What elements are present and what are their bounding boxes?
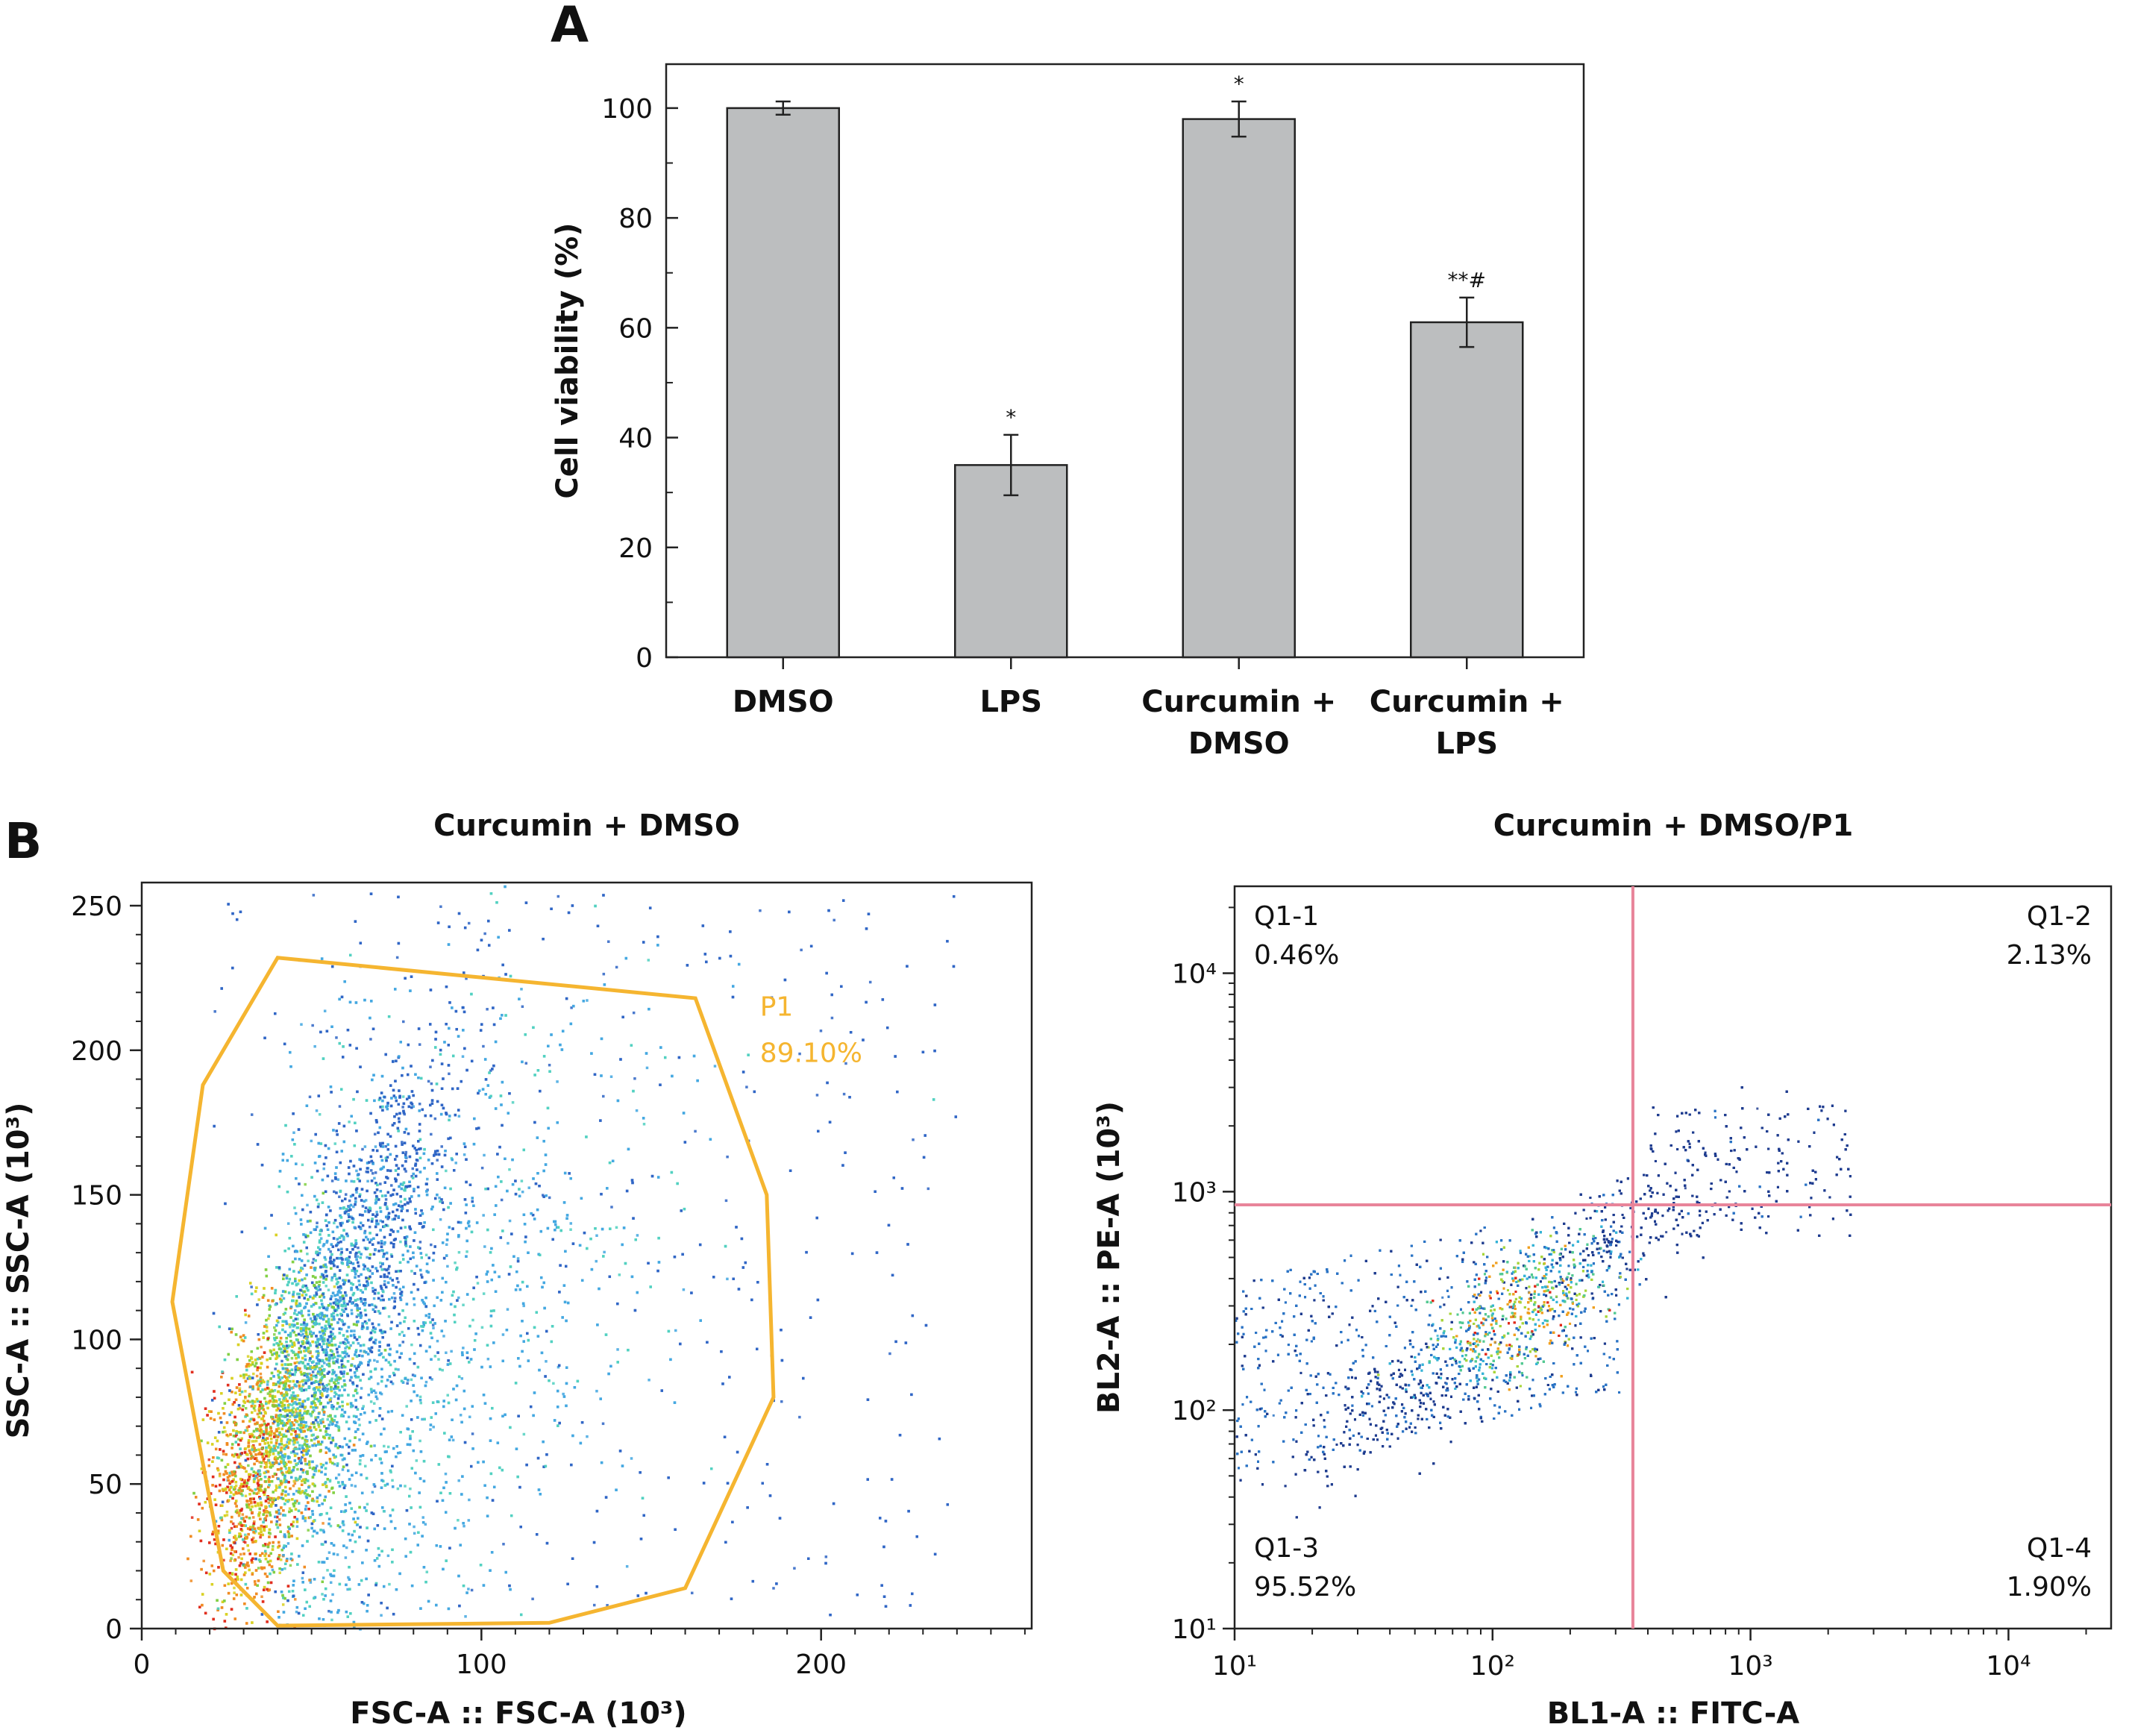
plot-title: Curcumin + DMSO/P1 [1493,809,1854,843]
y-tick-label: 60 [618,313,653,344]
x-tick-label: 200 [795,1649,847,1680]
category-label: LPS [979,685,1042,719]
quadrant-percent: 2.13% [2007,940,2092,971]
quadrant-percent: 0.46% [1254,940,1339,971]
y-tick-label: 200 [71,1036,122,1067]
quadrant-name: Q1-4 [2027,1533,2092,1564]
category-label: LPS [1435,727,1498,761]
y-tick-label: 100 [601,94,653,125]
y-axis-label: SSC-A :: SSC-A (10³) [1,1103,36,1439]
panel-label-b: B [4,812,42,870]
plot-frame [140,881,1033,1630]
quadrant-name: Q1-2 [2027,901,2092,932]
x-tick-label: 10¹ [1212,1651,1257,1682]
y-axis-label: Cell viability (%) [551,222,585,498]
quadrant-percent: 1.90% [2007,1572,2092,1602]
event-points [1235,1086,1852,1519]
gate-name: P1 [760,991,794,1022]
category-label: DMSO [1188,727,1290,761]
category-label: DMSO [733,685,834,719]
panel-label-a: A [551,0,589,54]
y-axis-label: BL2-A :: PE-A (10³) [1092,1101,1126,1414]
x-tick-label: 100 [456,1649,507,1680]
y-tick-label: 10³ [1172,1177,1217,1208]
quadrant-name: Q1-3 [1254,1533,1319,1564]
y-tick-label: 10¹ [1172,1614,1217,1645]
y-tick-label: 20 [618,533,653,564]
bar-chart: 0 20 40 60 80 100 Cell viability (%) DMSO * LPS * C… [551,63,1585,761]
x-axis-label: BL1-A :: FITC-A [1547,1696,1800,1731]
gate-p1-outline [170,956,776,1628]
x-tick-label: 10² [1470,1651,1515,1682]
y-tick-label: 150 [71,1181,122,1212]
y-tick-label: 10⁴ [1172,959,1217,990]
significance-marker: **# [1448,268,1486,292]
x-tick-label: 10⁴ [1986,1651,2031,1682]
quadrant-percent: 95.52% [1254,1572,1356,1602]
quadrant-name: Q1-1 [1254,901,1319,932]
y-tick-label: 0 [105,1614,122,1645]
bar-curcumin-lps [1410,321,1524,659]
bar-curcumin-dmso [1182,118,1296,659]
plot-frame [665,63,1585,659]
category-label: Curcumin + [1141,685,1336,719]
y-tick-label: 40 [618,424,653,454]
significance-marker: * [1234,72,1244,96]
y-tick-label: 10² [1172,1396,1217,1426]
y-tick-label: 80 [618,204,653,234]
scatter-plot-fitc-pe: 10¹ 10¹ 10² 10² 10³ 10³ 10⁴ 10⁴ Q1-1 0.46% Q1-2 2.1… [1092,809,2113,1731]
event-points [186,885,958,1631]
plot-frame [1233,885,2113,1630]
bar-dmso [726,107,840,659]
scatter-plot-fsc-ssc: 0 50 100 150 200 250 0 100 200 P1 89.10% Curcumin +… [1,809,1033,1731]
x-tick-label: 0 [134,1649,151,1680]
x-axis-label: FSC-A :: FSC-A (10³) [350,1696,686,1731]
gate-percent: 89.10% [760,1038,862,1068]
y-tick-label: 100 [71,1325,122,1356]
plot-title: Curcumin + DMSO [433,809,740,843]
significance-marker: * [1006,405,1016,430]
y-tick-label: 50 [88,1470,122,1500]
y-tick-label: 0 [636,643,653,674]
y-tick-label: 250 [71,891,122,922]
category-label: Curcumin + [1370,685,1564,719]
x-tick-label: 10³ [1728,1651,1772,1682]
